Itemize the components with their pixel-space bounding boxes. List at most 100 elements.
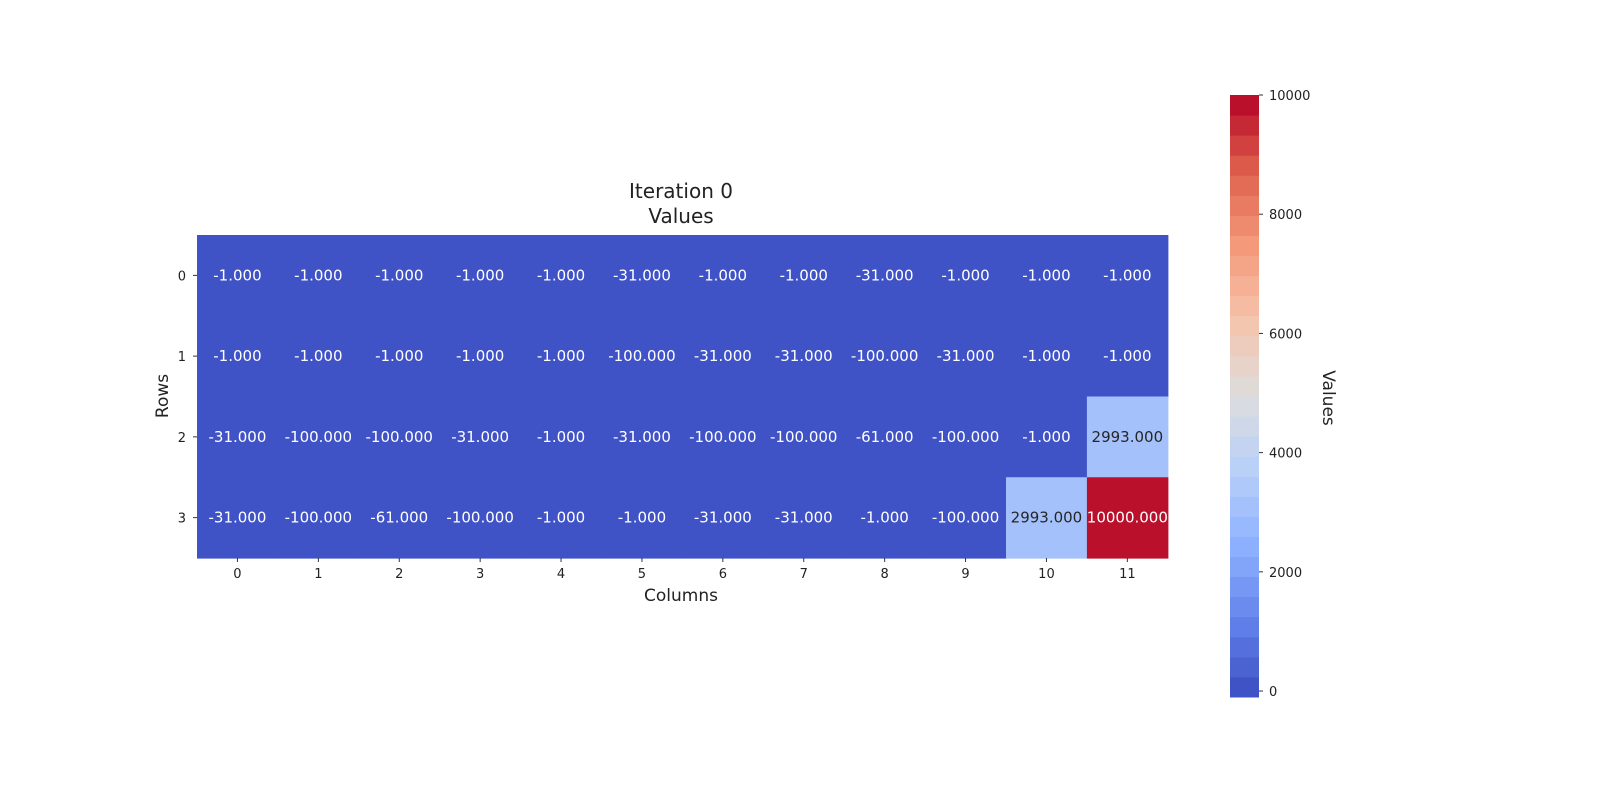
cell-value-label-r3-c4: -1.000	[537, 509, 585, 527]
x-tick-label-8: 8	[881, 567, 889, 582]
x-tick-label-1: 1	[314, 567, 322, 582]
colorbar-segment-10	[1230, 476, 1259, 497]
heatmap-cell-r1-c9	[925, 315, 1007, 398]
heatmap-cell-r1-c5	[601, 315, 683, 398]
colorbar-segment-1	[1230, 656, 1259, 678]
cell-value-label-r2-c8: -61.000	[856, 428, 914, 446]
x-tick-label-2: 2	[395, 567, 403, 582]
cell-value-label-r2-c1: -100.000	[285, 428, 352, 446]
x-tick-label-7: 7	[800, 567, 808, 582]
heatmap-cell-r1-c0	[197, 315, 279, 398]
colorbar-segment-16	[1230, 355, 1259, 377]
cell-value-label-r3-c7: -31.000	[775, 509, 833, 527]
heatmap-cell-r2-c9	[925, 396, 1007, 478]
cell-value-label-r1-c2: -1.000	[375, 347, 423, 365]
cell-value-label-r0-c3: -1.000	[456, 266, 504, 284]
colorbar-tick-label-4: 8000	[1269, 208, 1302, 223]
colorbar-segment-12	[1230, 436, 1259, 457]
cell-value-label-r1-c0: -1.000	[213, 347, 261, 365]
y-tick-label-3: 3	[178, 512, 186, 527]
cell-value-label-r2-c3: -31.000	[451, 428, 509, 446]
y-axis-ticks: 0 1 2 3	[178, 269, 197, 527]
cell-value-label-r2-c11: 2993.000	[1092, 428, 1164, 446]
cell-value-label-r2-c9: -100.000	[932, 428, 999, 446]
colorbar-segment-29	[1230, 95, 1259, 116]
heatmap-cell-r0-c4	[520, 235, 603, 317]
colorbar-segment-21	[1230, 255, 1259, 277]
chart-title: Iteration 0 Values	[629, 179, 733, 228]
cell-value-label-r0-c4: -1.000	[537, 266, 585, 284]
colorbar-segment-11	[1230, 456, 1259, 477]
cell-value-label-r0-c1: -1.000	[294, 266, 342, 284]
heatmap-cell-r1-c1	[277, 315, 360, 398]
heatmap-cell-r0-c10	[1006, 235, 1088, 317]
cell-value-label-r2-c5: -31.000	[613, 428, 671, 446]
cell-value-label-r0-c6: -1.000	[699, 266, 747, 284]
heatmap-cell-r3-c7	[763, 477, 845, 559]
heatmap-cell-r0-c9	[925, 235, 1007, 317]
colorbar-segment-15	[1230, 375, 1259, 397]
colorbar-tick-label-2: 4000	[1269, 447, 1302, 462]
cell-value-label-r3-c11: 10000.000	[1087, 509, 1168, 527]
heatmap-cell-r2-c11	[1086, 396, 1169, 478]
colorbar	[1230, 95, 1259, 698]
y-tick-label-0: 0	[178, 269, 186, 284]
colorbar-segment-20	[1230, 275, 1259, 297]
heatmap-cell-r0-c2	[358, 235, 441, 317]
colorbar-label: Values	[1318, 370, 1338, 426]
heatmap-cell-r2-c4	[520, 396, 603, 478]
colorbar-segment-13	[1230, 416, 1259, 437]
x-tick-label-5: 5	[638, 567, 646, 582]
cell-value-label-r2-c4: -1.000	[537, 428, 585, 446]
heatmap-cell-r3-c8	[844, 477, 926, 559]
heatmap-cell-r3-c2	[358, 477, 441, 559]
cell-value-label-r1-c4: -1.000	[537, 347, 585, 365]
cell-value-label-r1-c3: -1.000	[456, 347, 504, 365]
cell-value-label-r0-c5: -31.000	[613, 266, 671, 284]
cell-value-label-r1-c5: -100.000	[608, 347, 675, 365]
colorbar-segment-8	[1230, 516, 1259, 537]
x-tick-label-10: 10	[1038, 567, 1055, 582]
cell-value-label-r3-c8: -1.000	[860, 509, 908, 527]
heatmap-cell-labels: -1.000 -1.000 -1.000 -1.000 -1.000 -31.000 -1.…	[208, 266, 1167, 526]
cell-value-label-r1-c11: -1.000	[1103, 347, 1151, 365]
cell-value-label-r2-c6: -100.000	[689, 428, 756, 446]
heatmap-cell-r0-c1	[277, 235, 360, 317]
heatmap-cell-r2-c3	[439, 396, 522, 478]
heatmap-cell-r3-c5	[601, 477, 683, 559]
cell-value-label-r2-c0: -31.000	[208, 428, 266, 446]
y-tick-label-1: 1	[178, 350, 186, 365]
cell-value-label-r1-c7: -31.000	[775, 347, 833, 365]
colorbar-tick-label-5: 10000	[1269, 89, 1310, 104]
heatmap-cell-r0-c0	[197, 235, 279, 317]
cell-value-label-r3-c5: -1.000	[618, 509, 666, 527]
colorbar-ticks: 0 2000 4000 6000 8000 10000	[1259, 89, 1310, 700]
heatmap-cell-r2-c2	[358, 396, 441, 478]
colorbar-segment-24	[1230, 195, 1259, 216]
heatmap-cell-r0-c8	[844, 235, 926, 317]
heatmap-cell-r0-c7	[763, 235, 845, 317]
cell-value-label-r3-c1: -100.000	[285, 509, 352, 527]
heatmap-cell-r1-c3	[439, 315, 522, 398]
y-tick-label-2: 2	[178, 431, 186, 446]
heatmap-cell-r1-c6	[682, 315, 764, 398]
heatmap-cell-r2-c7	[763, 396, 845, 478]
heatmap-cell-r3-c11	[1086, 477, 1169, 559]
colorbar-tick-label-1: 2000	[1269, 566, 1302, 581]
heatmap-cell-r1-c7	[763, 315, 845, 398]
heatmap-cell-r3-c1	[277, 477, 360, 559]
x-axis-ticks: 0 1 2 3 4 5 6 7 8 9 10 11	[233, 558, 1136, 582]
chart-title-line-2: Values	[648, 204, 713, 228]
colorbar-tick-label-0: 0	[1269, 685, 1277, 700]
colorbar-segment-14	[1230, 396, 1259, 417]
colorbar-segment-4	[1230, 596, 1259, 618]
heatmap-cell-r0-c5	[601, 235, 683, 317]
heatmap-cell-r2-c5	[601, 396, 683, 478]
heatmap-cell-r2-c10	[1006, 396, 1088, 478]
cell-value-label-r1-c9: -31.000	[937, 347, 995, 365]
heatmap-cell-r3-c9	[925, 477, 1007, 559]
x-tick-label-0: 0	[233, 567, 241, 582]
heatmap-cell-r1-c10	[1006, 315, 1088, 398]
cell-value-label-r3-c6: -31.000	[694, 509, 752, 527]
x-tick-label-6: 6	[719, 567, 727, 582]
